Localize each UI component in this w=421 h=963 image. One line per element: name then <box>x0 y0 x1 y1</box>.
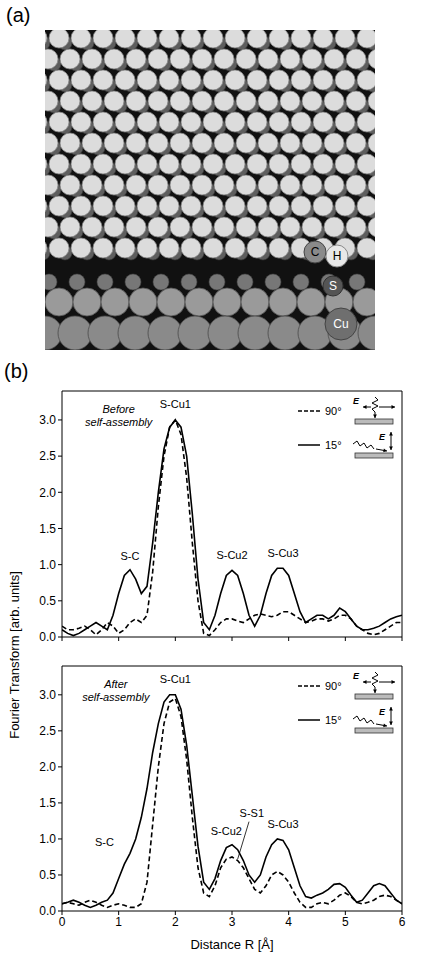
svg-text:2.5: 2.5 <box>39 724 56 738</box>
svg-text:2.0: 2.0 <box>39 486 56 500</box>
html-text:15°: 15° <box>325 714 342 726</box>
svg-text:S-Cu1: S-Cu1 <box>160 398 191 410</box>
svg-text:S-S1: S-S1 <box>240 807 264 819</box>
svg-text:S-Cu2: S-Cu2 <box>216 549 247 561</box>
svg-text:2.0: 2.0 <box>39 760 56 774</box>
svg-text:S-Cu1: S-Cu1 <box>160 673 191 685</box>
svg-text:3.0: 3.0 <box>39 688 56 702</box>
svg-text:0.0: 0.0 <box>39 630 56 644</box>
svg-text:S-Cu2: S-Cu2 <box>211 825 242 837</box>
svg-text:H: H <box>333 249 342 263</box>
html-text:(a): (a) <box>6 4 31 26</box>
svg-text:2: 2 <box>172 915 179 929</box>
svg-text:Afterself-assembly: Afterself-assembly <box>82 678 151 703</box>
svg-text:1.0: 1.0 <box>39 558 56 572</box>
svg-text:Cu: Cu <box>333 317 348 331</box>
svg-text:S-Cu3: S-Cu3 <box>267 817 298 829</box>
html-text:15°: 15° <box>325 439 342 451</box>
svg-text:S-Cu3: S-Cu3 <box>267 547 298 559</box>
svg-text:Fourier Transform [arb. units]: Fourier Transform [arb. units] <box>7 571 22 739</box>
svg-text:3.0: 3.0 <box>39 413 56 427</box>
svg-text:1.5: 1.5 <box>39 522 56 536</box>
html-text:(b): (b) <box>4 360 29 382</box>
svg-text:S: S <box>329 279 337 293</box>
svg-text:0.5: 0.5 <box>39 868 56 882</box>
html-text:90°: 90° <box>325 680 342 692</box>
svg-text:3: 3 <box>229 915 236 929</box>
svg-text:Beforeself-assembly: Beforeself-assembly <box>85 403 154 428</box>
svg-text:1.5: 1.5 <box>39 796 56 810</box>
svg-text:5: 5 <box>342 915 349 929</box>
svg-text:0.0: 0.0 <box>39 904 56 918</box>
svg-text:S-C: S-C <box>95 835 114 847</box>
svg-text:0: 0 <box>59 915 66 929</box>
svg-text:6: 6 <box>399 915 406 929</box>
svg-text:E: E <box>353 396 360 406</box>
svg-text:E: E <box>379 432 386 442</box>
svg-text:Distance R [Å]: Distance R [Å] <box>190 937 273 952</box>
svg-text:S-C: S-C <box>121 550 140 562</box>
svg-text:0.5: 0.5 <box>39 594 56 608</box>
svg-text:2.5: 2.5 <box>39 449 56 463</box>
svg-text:C: C <box>311 245 320 259</box>
svg-text:1: 1 <box>115 915 122 929</box>
svg-text:E: E <box>353 671 360 681</box>
svg-text:E: E <box>379 707 386 717</box>
svg-text:1.0: 1.0 <box>39 832 56 846</box>
svg-text:4: 4 <box>285 915 292 929</box>
html-text:90°: 90° <box>325 405 342 417</box>
